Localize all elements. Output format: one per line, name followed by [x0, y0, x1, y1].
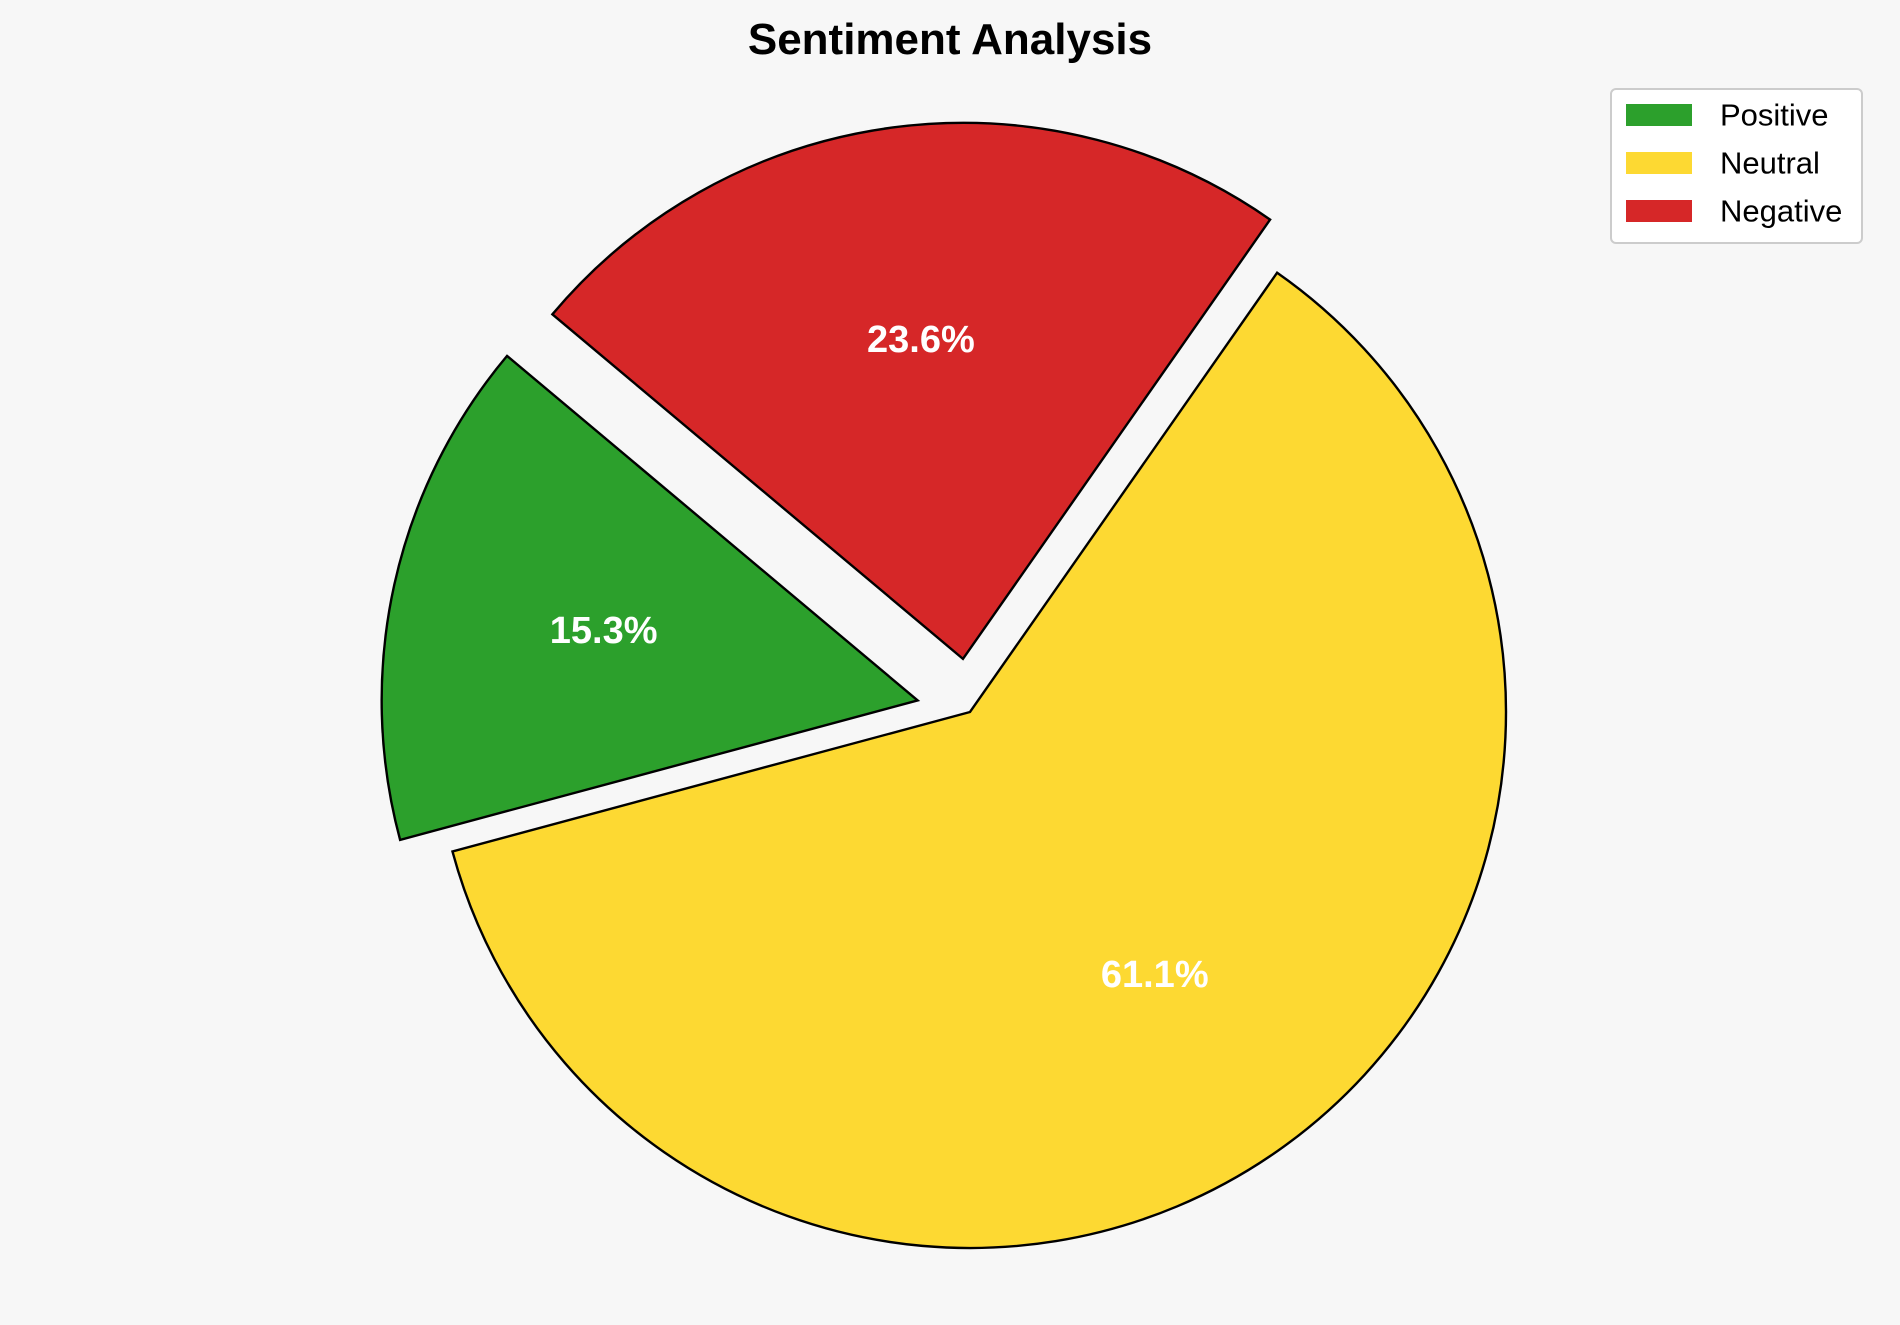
legend-swatch-negative	[1626, 200, 1692, 222]
pie-slice-neutral	[450, 271, 1508, 1250]
pie-label-positive: 15.3%	[550, 610, 658, 652]
legend-label-neutral: Neutral	[1720, 146, 1820, 181]
legend-swatch-neutral	[1626, 152, 1692, 174]
legend: Positive Neutral Negative	[1610, 88, 1863, 244]
legend-swatch-positive	[1626, 104, 1692, 126]
legend-entries: Positive Neutral Negative	[1626, 98, 1842, 229]
pie-slice-negative	[550, 121, 1272, 661]
pie-label-negative: 23.6%	[867, 319, 975, 361]
pie-wedges	[380, 121, 1508, 1250]
pie-label-neutral: 61.1%	[1101, 954, 1209, 996]
chart-title: Sentiment Analysis	[748, 15, 1152, 64]
legend-label-positive: Positive	[1720, 98, 1829, 133]
pie-value-labels: 15.3% 61.1% 23.6%	[550, 319, 1209, 996]
legend-label-negative: Negative	[1720, 194, 1842, 229]
pie-slice-positive	[380, 354, 921, 842]
